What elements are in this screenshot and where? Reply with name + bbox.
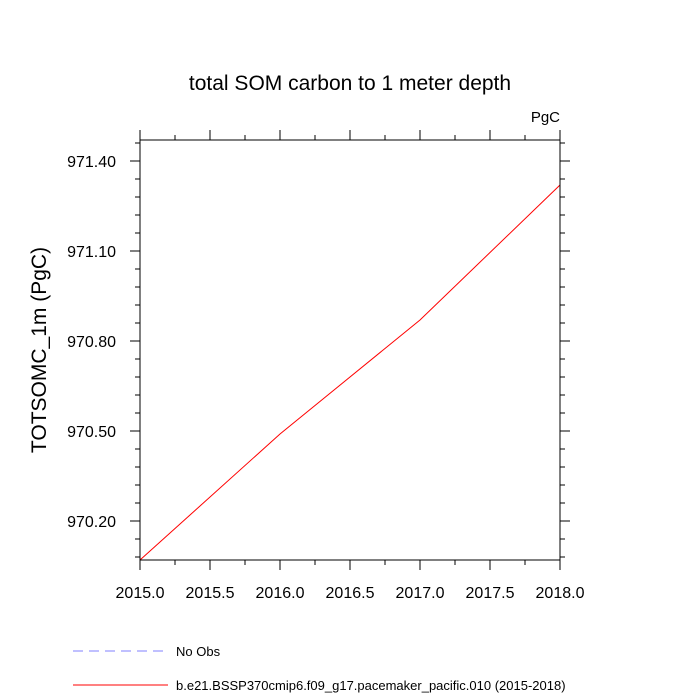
- series-line: [139, 184, 561, 561]
- chart-title: total SOM carbon to 1 meter depth: [189, 72, 511, 95]
- x-tick-label: 2017.0: [396, 585, 445, 602]
- y-tick-label: 971.40: [67, 154, 116, 171]
- x-tick-label: 2017.5: [466, 585, 515, 602]
- plot-frame: [139, 139, 561, 561]
- x-tick-label: 2015.0: [116, 585, 165, 602]
- y-tick-label: 970.50: [67, 424, 116, 441]
- x-tick-label: 2018.0: [536, 585, 585, 602]
- legend-label: b.e21.BSSP370cmip6.f09_g17.pacemaker_pac…: [176, 678, 566, 693]
- legend-label: No Obs: [176, 644, 221, 659]
- y-tick-label: 971.10: [67, 244, 116, 261]
- y-tick-label: 970.80: [67, 334, 116, 351]
- y-axis-label: TOTSOMC_1m (PgC): [28, 247, 51, 453]
- x-tick-label: 2016.0: [256, 585, 305, 602]
- y-tick-label: 970.20: [67, 514, 116, 531]
- x-tick-label: 2016.5: [326, 585, 375, 602]
- units-label: PgC: [531, 109, 560, 126]
- x-tick-label: 2015.5: [186, 585, 235, 602]
